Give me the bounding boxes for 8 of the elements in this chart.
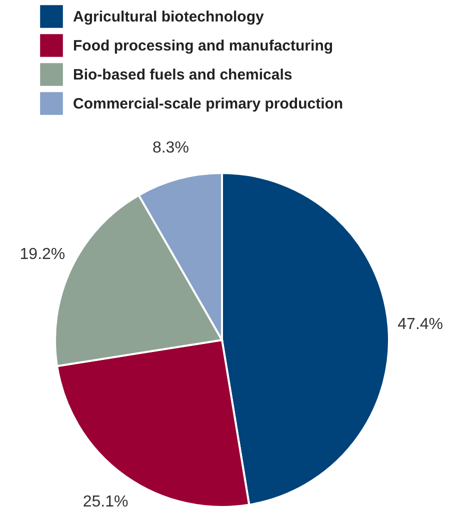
data-label: 19.2%: [20, 246, 66, 264]
data-label: 8.3%: [152, 140, 189, 157]
data-label: 47.4%: [398, 316, 444, 333]
legend-label: Food processing and manufacturing: [73, 38, 334, 54]
data-label: 25.1%: [82, 493, 128, 510]
legend-label: Agricultural biotechnology: [73, 8, 264, 26]
legend-label: Commercial-scale primary production: [73, 96, 344, 112]
legend-label: Bio-based fuels and chemicals: [73, 66, 292, 84]
